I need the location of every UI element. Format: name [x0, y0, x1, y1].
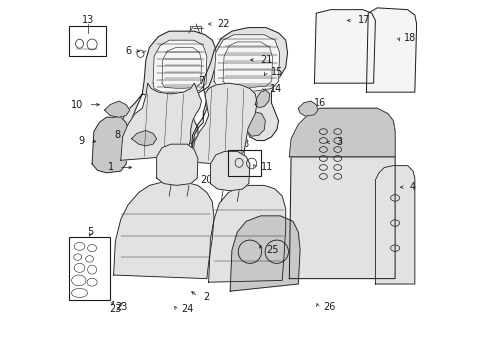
Text: 26: 26: [323, 302, 335, 312]
Polygon shape: [104, 101, 129, 117]
Polygon shape: [160, 108, 187, 139]
Text: 6: 6: [125, 46, 131, 56]
Text: 8: 8: [114, 130, 121, 140]
Text: 12: 12: [142, 102, 155, 112]
Text: 17: 17: [357, 15, 369, 26]
Polygon shape: [190, 28, 287, 158]
Text: 15: 15: [271, 67, 283, 77]
Text: 14: 14: [269, 84, 281, 94]
Polygon shape: [314, 10, 375, 83]
Polygon shape: [298, 101, 317, 116]
Text: 24: 24: [182, 304, 194, 314]
Text: 16: 16: [314, 98, 326, 108]
Polygon shape: [289, 108, 394, 279]
Polygon shape: [153, 40, 206, 92]
Polygon shape: [92, 117, 128, 173]
Polygon shape: [113, 182, 214, 279]
Text: 4: 4: [408, 182, 415, 192]
Bar: [235, 62, 244, 69]
Polygon shape: [366, 8, 416, 92]
Text: 7: 7: [198, 76, 203, 86]
Text: 20: 20: [200, 175, 212, 185]
Polygon shape: [246, 112, 265, 136]
Polygon shape: [255, 90, 269, 108]
Text: 11: 11: [260, 162, 272, 172]
Text: 3: 3: [335, 138, 342, 147]
Text: 22: 22: [217, 19, 230, 29]
Bar: [69, 237, 110, 300]
Polygon shape: [115, 31, 215, 157]
Text: 18: 18: [403, 33, 415, 43]
Text: 2: 2: [203, 292, 209, 302]
Polygon shape: [214, 35, 279, 91]
Polygon shape: [156, 144, 198, 185]
Text: 13: 13: [238, 139, 250, 149]
Polygon shape: [131, 131, 156, 146]
Text: 23: 23: [109, 304, 122, 314]
Text: 9: 9: [79, 136, 85, 145]
Text: 25: 25: [265, 245, 278, 255]
Text: 1: 1: [107, 162, 113, 172]
Bar: [190, 26, 201, 35]
Polygon shape: [289, 108, 394, 157]
Bar: [228, 149, 260, 176]
Text: 13: 13: [81, 15, 94, 26]
Text: 21: 21: [260, 55, 272, 65]
Text: 5: 5: [87, 227, 93, 237]
Polygon shape: [208, 185, 285, 282]
Text: 19: 19: [157, 159, 169, 169]
Polygon shape: [163, 98, 190, 117]
Bar: [69, 26, 106, 56]
Text: 10: 10: [71, 100, 83, 110]
Text: 23: 23: [115, 302, 127, 312]
Polygon shape: [121, 83, 201, 160]
Polygon shape: [210, 151, 249, 191]
Polygon shape: [230, 216, 300, 291]
Polygon shape: [375, 166, 414, 284]
Polygon shape: [192, 83, 257, 164]
